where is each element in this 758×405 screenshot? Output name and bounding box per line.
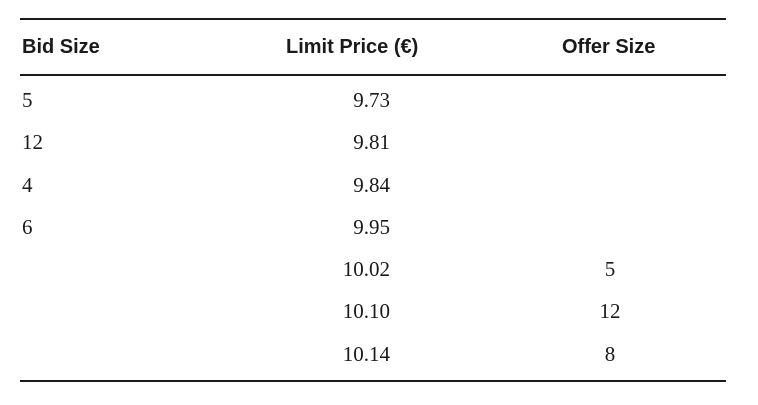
table-row: 10.02 5 — [20, 249, 726, 291]
table-body: 5 9.73 12 9.81 4 9.84 6 9.95 10.02 5 10.… — [20, 76, 726, 380]
header-limit-price: Limit Price (€) — [286, 36, 419, 58]
limit-price-cell: 9.84 — [353, 172, 390, 197]
offer-size-cell: 12 — [599, 299, 621, 324]
limit-price-cell: 9.81 — [353, 130, 390, 155]
limit-price-cell: 10.14 — [342, 341, 390, 366]
top-rule — [20, 18, 726, 20]
table-row: 4 9.84 — [20, 165, 726, 207]
limit-price-cell: 10.02 — [342, 257, 390, 282]
bid-size-cell: 12 — [22, 130, 43, 155]
header-rule — [20, 74, 726, 76]
header-bid-size: Bid Size — [22, 36, 100, 58]
table-row: 5 9.73 — [20, 80, 726, 122]
limit-price-cell: 10.10 — [342, 299, 390, 324]
bottom-rule — [20, 380, 726, 383]
limit-price-cell: 9.73 — [353, 88, 390, 112]
table-row: 12 9.81 — [20, 122, 726, 164]
offer-size-cell: 8 — [604, 341, 616, 366]
table-header: Bid Size Limit Price (€) Offer Size — [20, 20, 726, 74]
limit-price-cell: 9.95 — [353, 214, 390, 239]
table-row: 6 9.95 — [20, 207, 726, 249]
bid-size-cell: 5 — [22, 88, 33, 112]
table-row: 10.10 12 — [20, 291, 726, 333]
bid-size-cell: 4 — [22, 172, 33, 197]
offer-size-cell: 5 — [604, 257, 616, 282]
table-row: 10.14 8 — [20, 334, 726, 376]
order-book-table: Bid Size Limit Price (€) Offer Size 5 9.… — [20, 18, 726, 383]
header-offer-size: Offer Size — [562, 36, 656, 58]
bid-size-cell: 6 — [22, 214, 33, 239]
